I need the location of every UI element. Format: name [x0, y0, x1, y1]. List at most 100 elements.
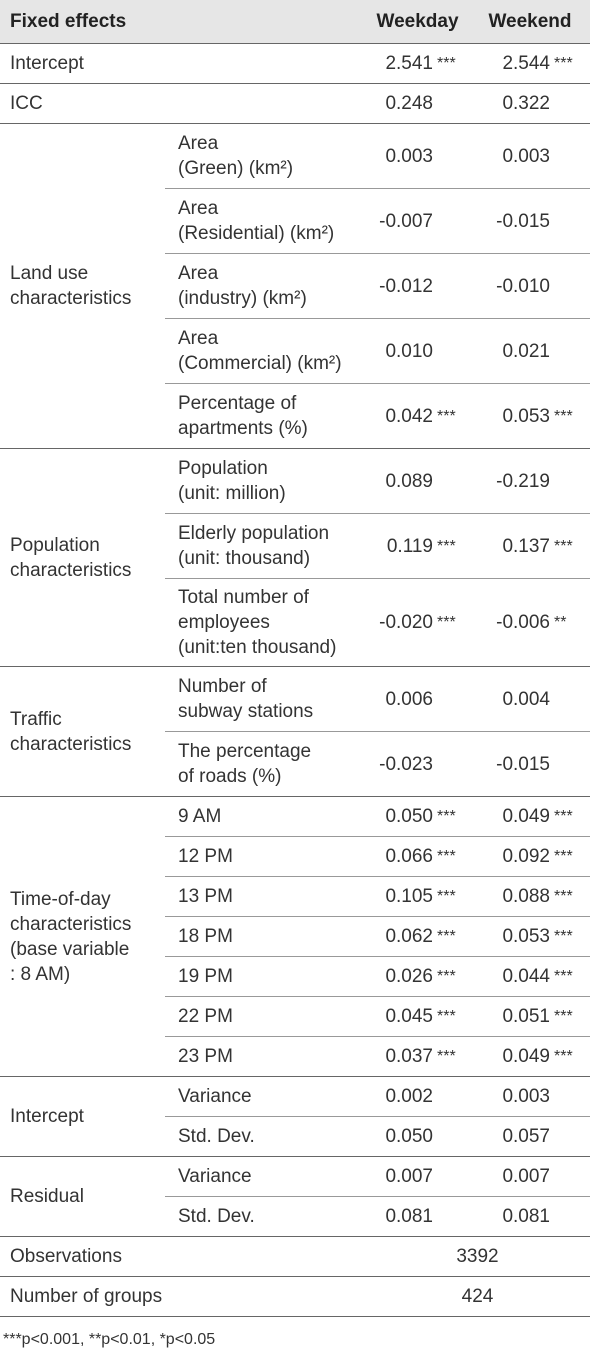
item-label: Area (industry) (km²) [165, 253, 365, 319]
value: 0.049 [502, 1046, 550, 1067]
value-wrap: 0.042 *** [365, 404, 470, 429]
label-line: (unit: thousand) [178, 548, 311, 569]
label-line: characteristics [10, 559, 132, 581]
value-wrap: 0.081 [365, 1204, 470, 1229]
table-row: 13 PM 0.105 *** 0.088 *** [0, 876, 590, 917]
table-row: Elderly population (unit: thousand) 0.119 *… [0, 513, 590, 579]
value-wrap: 0.137 *** [470, 534, 590, 559]
value-cell: 0.037 *** [365, 1036, 470, 1077]
value-wrap: 0.053 *** [470, 404, 590, 429]
value-cell: 0.004 [470, 666, 590, 732]
significance: *** [554, 928, 573, 945]
table-row: 22 PM 0.045 *** 0.051 *** [0, 996, 590, 1037]
label-line: Std. Dev. [178, 1126, 255, 1147]
value-cell: 0.057 [470, 1116, 590, 1157]
value: 0.007 [502, 1166, 550, 1187]
value-wrap: 0.045 *** [365, 1004, 470, 1029]
table-row: Time-of-day characteristics (base variable… [0, 796, 590, 1077]
significance: *** [554, 407, 573, 425]
value: 0.057 [502, 1126, 550, 1147]
value-cell: -0.015 [470, 188, 590, 254]
label-line: (unit: million) [178, 483, 286, 504]
group-label: Traffic characteristics [0, 666, 165, 797]
value: 0.045 [385, 1006, 433, 1027]
significance: *** [554, 968, 573, 985]
value-cell: 0.003 [470, 123, 590, 189]
value-cell: 0.248 [365, 83, 470, 124]
item-label: Percentage of apartments (%) [165, 383, 365, 449]
value-cell: 0.003 [365, 123, 470, 189]
value-cell: -0.012 [365, 253, 470, 319]
value-wrap: 0.050 [365, 1124, 470, 1149]
table-row: Observations 3392 [0, 1236, 590, 1277]
value-wrap: 2.544 *** [470, 51, 590, 76]
significance: *** [437, 55, 456, 72]
results-table: Fixed effects Weekday Weekend Intercept 2.54… [0, 0, 590, 1317]
value-wrap: -0.012 [365, 274, 470, 299]
value-cell: 0.062 *** [365, 916, 470, 957]
value-wrap: -0.010 [470, 274, 590, 299]
value: 0.050 [385, 1126, 433, 1147]
table-row: Population characteristics Population (unit… [0, 448, 590, 667]
label-line: The percentage [178, 741, 312, 762]
value: 2.544 [502, 53, 550, 74]
value-wrap: 0.053 *** [470, 924, 590, 949]
label-line: Intercept [10, 1106, 84, 1127]
value-wrap: 0.088 *** [470, 884, 590, 909]
table-row: Area (industry) (km²) -0.012 -0.010 [0, 253, 590, 319]
significance: *** [554, 808, 573, 825]
value-wrap: 0.049 *** [470, 804, 590, 829]
value: 0.010 [385, 340, 433, 362]
value-cell: 0.066 *** [365, 836, 470, 877]
value: 0.044 [502, 966, 550, 987]
table-row: 23 PM 0.037 *** 0.049 *** [0, 1036, 590, 1077]
group-label: Intercept [0, 1076, 165, 1157]
table-body: Fixed effects Weekday Weekend Intercept 2.54… [0, 0, 590, 1317]
table-row: Percentage of apartments (%) 0.042 *** 0.053… [0, 383, 590, 449]
value: 0.089 [385, 470, 433, 492]
value-cell: 0.021 [470, 318, 590, 384]
label-line: Number of [178, 676, 267, 697]
label-line: Time-of-day [10, 888, 111, 910]
table-row: 18 PM 0.062 *** 0.053 *** [0, 916, 590, 957]
significance: *** [437, 1048, 456, 1065]
significance: *** [437, 1008, 456, 1025]
value: -0.006 [496, 612, 550, 633]
significance: *** [437, 888, 456, 905]
value-cell: -0.010 [470, 253, 590, 319]
value-wrap: -0.020 *** [365, 610, 470, 635]
value: -0.010 [496, 275, 550, 297]
value-cell: 0.026 *** [365, 956, 470, 997]
row-label: Observations [0, 1236, 365, 1277]
value-cell: 2.541 *** [365, 43, 470, 84]
value-wrap: 0.322 [470, 91, 590, 116]
significance: *** [437, 537, 456, 555]
item-label: 23 PM [165, 1036, 365, 1077]
header-cell: Weekday [365, 0, 470, 44]
value-wrap: 0.089 [365, 469, 470, 494]
value-wrap: 0.026 *** [365, 964, 470, 989]
value-cell: 0.007 [365, 1156, 470, 1197]
item-label: Total number of employees (unit:ten thousa… [165, 578, 365, 667]
table-row: Intercept Variance 0.002 0.003 [0, 1076, 590, 1157]
label-line: 18 PM [178, 926, 233, 947]
item-label: 19 PM [165, 956, 365, 997]
value-wrap: 0.021 [470, 339, 590, 364]
group-label: Population characteristics [0, 448, 165, 667]
value-cell: 0.006 [365, 666, 470, 732]
value: 0.002 [385, 1086, 433, 1107]
table-row: Number of groups 424 [0, 1276, 590, 1317]
table-row: Area (Residential) (km²) -0.007 -0.015 [0, 188, 590, 254]
label-line: 9 AM [178, 806, 222, 827]
table-row: Total number of employees (unit:ten thousa… [0, 578, 590, 667]
value-cell: 0.081 [470, 1196, 590, 1237]
header-cell: Fixed effects [0, 0, 365, 44]
value-cell: 0.045 *** [365, 996, 470, 1037]
value: 0.049 [502, 806, 550, 827]
significance: *** [554, 848, 573, 865]
significance: *** [437, 407, 456, 425]
value-cell: -0.219 [470, 448, 590, 514]
value-cell: -0.007 [365, 188, 470, 254]
value: 0.088 [502, 886, 550, 907]
value-wrap: -0.015 [470, 209, 590, 234]
